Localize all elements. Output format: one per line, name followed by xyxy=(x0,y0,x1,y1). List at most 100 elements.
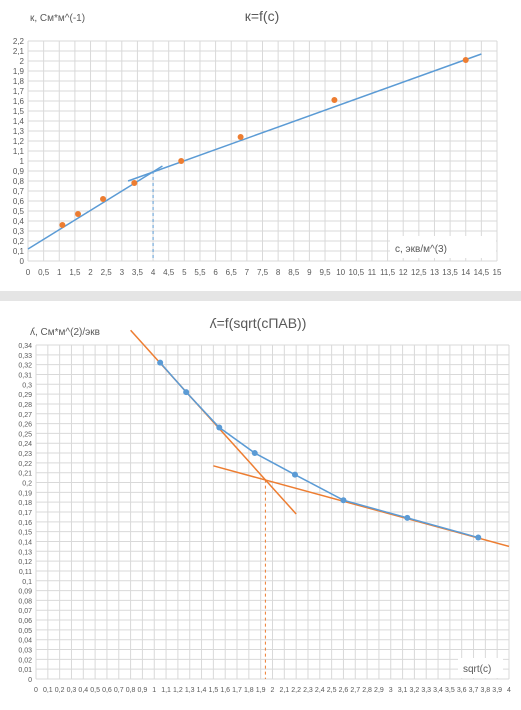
y-tick-label: 0,5 xyxy=(13,207,25,216)
y-tick-label: 1,3 xyxy=(13,127,25,136)
chart-title: к=f(c) xyxy=(245,8,280,24)
y-tick-label: 0,2 xyxy=(13,237,25,246)
y-tick-label: 0,05 xyxy=(18,628,32,635)
x-tick-label: 3,3 xyxy=(421,687,431,694)
data-point xyxy=(291,471,298,478)
x-tick-label: 2,4 xyxy=(315,687,325,694)
y-tick-label: 0,3 xyxy=(22,382,32,389)
y-tick-label: 0,29 xyxy=(18,392,32,399)
chart-2-panel: 0 0,1 0,2 0,3 0,4 0,5 0,6 0,7 0,8 0,9 1 1,1 1,2 1,3 1,… xyxy=(0,301,521,705)
data-point xyxy=(331,97,338,103)
x-tick-label: 3,4 xyxy=(433,687,443,694)
y-tick-label: 0,08 xyxy=(18,598,32,605)
y-tick-label: 0,22 xyxy=(18,461,32,468)
data-point xyxy=(237,134,244,140)
x-tick-label: 3,1 xyxy=(398,687,408,694)
y-tick-label: 1,6 xyxy=(13,97,25,106)
y-tick-label: 0,24 xyxy=(18,441,32,448)
x-tick-label: 1,3 xyxy=(185,687,195,694)
x-tick-label: 1,8 xyxy=(244,687,254,694)
x-tick-label: 7,5 xyxy=(257,268,269,277)
chart-lambda-vs-sqrtc: 0 0,1 0,2 0,3 0,4 0,5 0,6 0,7 0,8 0,9 1 1,1 1,2 1,3 1,… xyxy=(18,315,511,694)
y-tick-label: 0,28 xyxy=(18,402,32,409)
y-tick-label: 0,34 xyxy=(18,343,32,350)
x-tick-label: 2,9 xyxy=(374,687,384,694)
x-tick-label: 2 xyxy=(88,268,93,277)
x-tick-label: 1,4 xyxy=(197,687,207,694)
x-tick-label: 1 xyxy=(57,268,62,277)
chart-1-panel: 0 0,5 1 1,5 2 2,5 3 3,5 4 4,5 5 5,5 6 6,5 7 7,5 8 8,5 9 9,5… xyxy=(0,0,521,291)
x-tick-label: 15 xyxy=(493,268,502,277)
y-tick-label: 0,6 xyxy=(13,197,25,206)
data-point xyxy=(131,180,138,186)
x-tick-label: 3,2 xyxy=(410,687,420,694)
chart-separator xyxy=(0,291,521,301)
x-tick-label: 1,2 xyxy=(173,687,183,694)
x-tick-label: 2,7 xyxy=(350,687,360,694)
x-tick-label: 0,2 xyxy=(55,687,65,694)
trend-line xyxy=(27,165,163,250)
x-tick-label: 0,9 xyxy=(138,687,148,694)
y-tick-label: 1,7 xyxy=(13,87,25,96)
x-tick-label: 0,7 xyxy=(114,687,124,694)
y-tick-label: 0,9 xyxy=(13,167,25,176)
y-tick-label: 0,31 xyxy=(18,372,32,379)
x-tick-label: 2,6 xyxy=(339,687,349,694)
x-tick-label: 3 xyxy=(120,268,125,277)
y-tick-label: 0,26 xyxy=(18,422,32,429)
data-point xyxy=(75,211,82,217)
y-tick-label: 0,32 xyxy=(18,363,32,370)
y-tick-label: 0,14 xyxy=(18,539,32,546)
x-tick-label: 4 xyxy=(151,268,156,277)
x-tick-label: 0,5 xyxy=(90,687,100,694)
y-tick-label: 0,33 xyxy=(18,353,32,360)
x-tick-label: 6 xyxy=(213,268,218,277)
y-tick-label: 0,25 xyxy=(18,431,32,438)
x-tick-label: 3,8 xyxy=(480,687,490,694)
x-tick-label: 10 xyxy=(336,268,345,277)
x-tick-label: 9 xyxy=(307,268,312,277)
y-tick-label: 0,23 xyxy=(18,451,32,458)
y-tick-label: 0 xyxy=(28,677,32,684)
x-tick-label: 14 xyxy=(461,268,470,277)
data-point xyxy=(59,222,66,228)
x-tick-label: 2,1 xyxy=(279,687,289,694)
x-tick-label: 6,5 xyxy=(226,268,238,277)
x-tick-label: 12 xyxy=(399,268,408,277)
y-tick-label: 0 xyxy=(20,257,25,266)
x-tick-label: 14,5 xyxy=(474,268,490,277)
x-tick-label: 8,5 xyxy=(288,268,300,277)
x-axis-label-background xyxy=(390,236,496,258)
x-tick-label: 3,5 xyxy=(132,268,144,277)
y-tick-label: 0,4 xyxy=(13,217,25,226)
y-tick-label: 1,5 xyxy=(13,107,25,116)
x-tick-label: 3 xyxy=(389,687,393,694)
x-tick-label: 2,5 xyxy=(327,687,337,694)
y-tick-label: 0,09 xyxy=(18,589,32,596)
y-tick-label: 0,16 xyxy=(18,520,32,527)
x-tick-label: 2,8 xyxy=(362,687,372,694)
data-point xyxy=(404,514,411,521)
y-tick-label: 0,7 xyxy=(13,187,25,196)
y-tick-label: 1,2 xyxy=(13,137,25,146)
y-tick-label: 0,02 xyxy=(18,657,32,664)
y-tick-label: 0,2 xyxy=(22,481,32,488)
x-tick-label: 0 xyxy=(26,268,31,277)
x-tick-label: 0,5 xyxy=(38,268,50,277)
y-tick-label: 0,27 xyxy=(18,412,32,419)
y-tick-label: 1,8 xyxy=(13,77,25,86)
y-axis-label: к, См*м^(-1) xyxy=(30,13,85,24)
x-tick-label: 3,6 xyxy=(457,687,467,694)
x-tick-label: 2,3 xyxy=(303,687,313,694)
chart-kappa-vs-c: 0 0,5 1 1,5 2 2,5 3 3,5 4 4,5 5 5,5 6 6,5 7 7,5 8 8,5 9 9,5… xyxy=(13,8,502,277)
y-tick-label: 0,06 xyxy=(18,618,32,625)
y-tick-label: 1,1 xyxy=(13,147,25,156)
y-tick-label: 0,04 xyxy=(18,638,32,645)
y-tick-label: 0,3 xyxy=(13,227,25,236)
y-tick-label: 0,1 xyxy=(13,247,25,256)
data-point xyxy=(100,196,107,202)
x-tick-label: 4 xyxy=(507,687,511,694)
data-point xyxy=(178,158,185,164)
y-tick-label: 0,12 xyxy=(18,559,32,566)
x-tick-label: 8 xyxy=(276,268,281,277)
